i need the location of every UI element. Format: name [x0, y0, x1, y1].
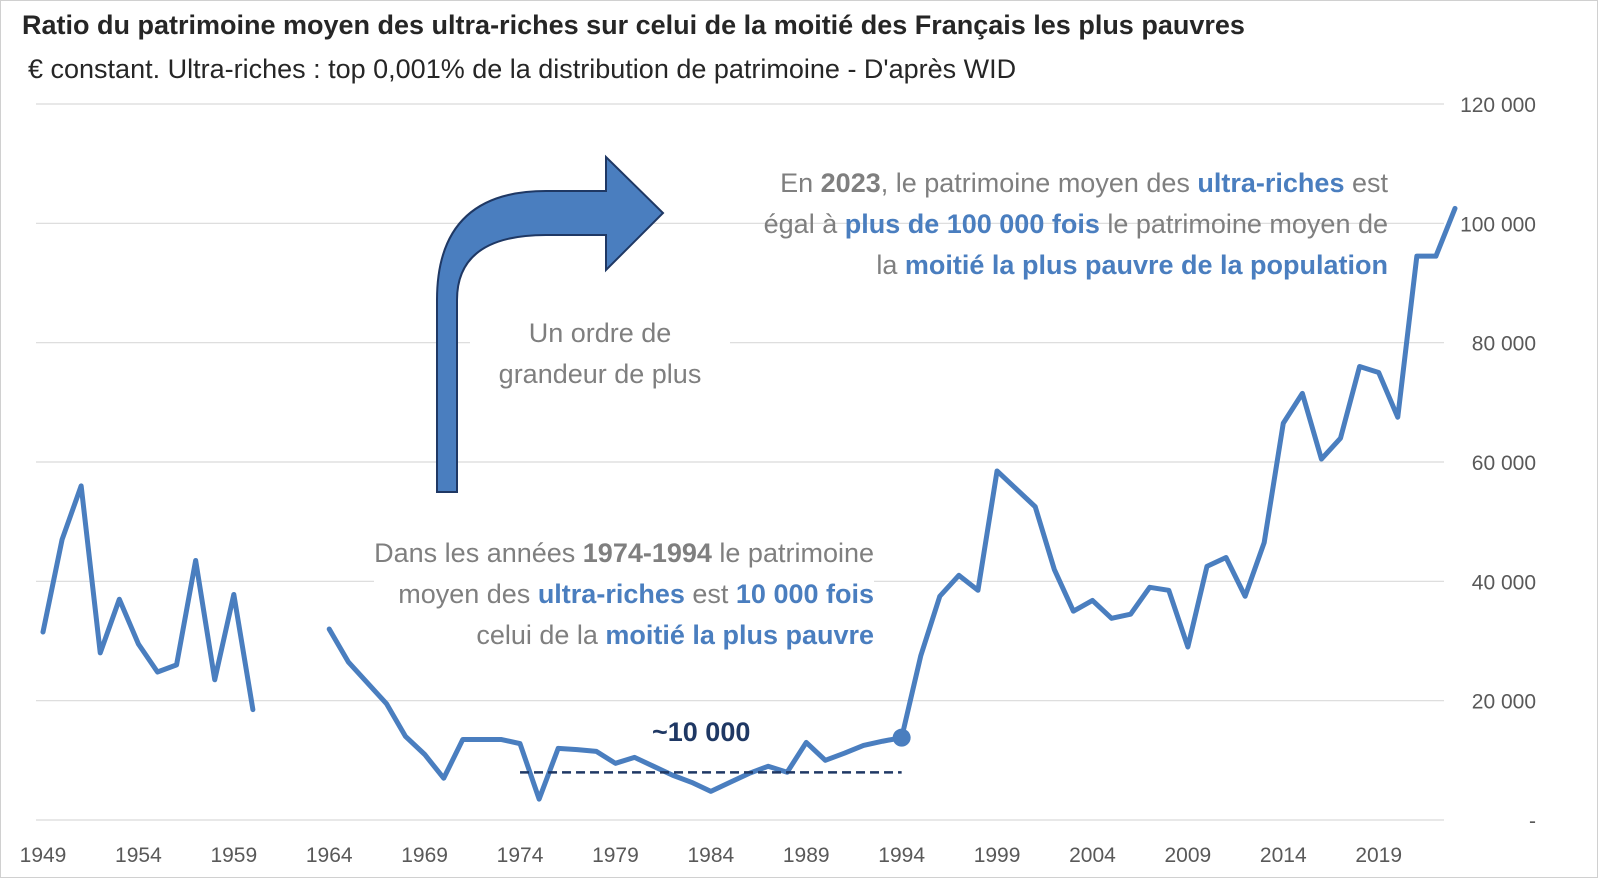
annotation-text: , le patrimoine moyen des — [880, 168, 1198, 198]
series-line-segment — [326, 205, 1458, 802]
annotation-line: Dans les années 1974-1994 le patrimoine — [374, 533, 874, 574]
x-tick-label: 1989 — [783, 844, 830, 867]
annotation-1974-1994: Dans les années 1974-1994 le patrimoine m… — [374, 533, 874, 656]
annotation-line: grandeur de plus — [470, 354, 730, 395]
annotation-text: la — [876, 250, 905, 280]
annotation-text: celui de la — [476, 620, 606, 650]
highlight-point-1994 — [892, 728, 911, 747]
y-tick-label: 20 000 — [1472, 691, 1536, 714]
y-tick-label: 40 000 — [1472, 571, 1536, 594]
x-tick-label: 1964 — [306, 844, 353, 867]
annotation-text: 1974-1994 — [582, 538, 712, 568]
x-tick-label: 2004 — [1069, 844, 1116, 867]
annotation-text: moitié la plus pauvre de la population — [904, 250, 1388, 280]
annotation-line: la moitié la plus pauvre de la populatio… — [764, 245, 1388, 286]
annotation-text: Dans les années — [374, 538, 583, 568]
x-tick-label: 1954 — [115, 844, 162, 867]
annotation-text: plus de 100 000 fois — [844, 209, 1100, 239]
x-tick-label: 1969 — [401, 844, 448, 867]
x-tick-label: 1979 — [592, 844, 639, 867]
annotation-text: moyen des — [398, 579, 538, 609]
annotation-text: Un ordre de — [528, 318, 672, 348]
y-axis-labels: - 20 000 40 000 60 000 80 000 100 000 120 000 — [1460, 94, 1536, 833]
annotation-text: moitié la plus pauvre — [605, 620, 874, 650]
y-tick-label: - — [1529, 810, 1536, 833]
x-axis-labels: 1949 1954 1959 1964 1969 1974 1979 1984 1989 1994… — [20, 844, 1402, 867]
chart-subtitle: € constant. Ultra-riches : top 0,001% de… — [28, 54, 1017, 84]
annotation-text: grandeur de plus — [498, 359, 702, 389]
label-10000: ~10 000 — [652, 717, 751, 747]
annotation-text: 10 000 fois — [735, 579, 874, 609]
annotation-text: est — [1344, 168, 1388, 198]
x-tick-label: 1984 — [687, 844, 734, 867]
annotation-line: En 2023, le patrimoine moyen des ultra-r… — [764, 163, 1388, 204]
annotation-line: Un ordre de — [470, 313, 730, 354]
y-tick-label: 100 000 — [1460, 213, 1536, 236]
x-tick-label: 1974 — [497, 844, 544, 867]
x-tick-label: 2009 — [1165, 844, 1212, 867]
annotation-order-of-magnitude: Un ordre de grandeur de plus — [470, 313, 730, 395]
x-tick-label: 1949 — [20, 844, 67, 867]
series-line-segment — [40, 483, 256, 713]
y-tick-label: 80 000 — [1472, 333, 1536, 356]
annotation-text: égal à — [763, 209, 845, 239]
annotation-text: est — [684, 579, 736, 609]
chart-title: Ratio du patrimoine moyen des ultra-rich… — [22, 10, 1245, 40]
x-tick-label: 1994 — [878, 844, 925, 867]
y-tick-label: 60 000 — [1472, 452, 1536, 475]
annotation-text: 2023 — [820, 168, 881, 198]
x-tick-label: 2019 — [1355, 844, 1402, 867]
annotation-text: le patrimoine moyen de — [1099, 209, 1388, 239]
annotation-line: moyen des ultra-riches est 10 000 fois — [374, 574, 874, 615]
annotation-text: En — [780, 168, 821, 198]
x-tick-label: 2014 — [1260, 844, 1307, 867]
annotation-2023: En 2023, le patrimoine moyen des ultra-r… — [764, 163, 1388, 286]
annotation-line: celui de la moitié la plus pauvre — [374, 615, 874, 656]
annotation-text: le patrimoine — [711, 538, 874, 568]
annotation-line: égal à plus de 100 000 fois le patrimoin… — [764, 204, 1388, 245]
data-series — [40, 205, 1458, 802]
annotation-text: ultra-riches — [1197, 168, 1345, 198]
x-tick-label: 1999 — [974, 844, 1021, 867]
y-tick-label: 120 000 — [1460, 94, 1536, 117]
x-tick-label: 1959 — [210, 844, 257, 867]
up-right-arrow-icon — [436, 154, 665, 493]
annotation-text: ultra-riches — [537, 579, 685, 609]
